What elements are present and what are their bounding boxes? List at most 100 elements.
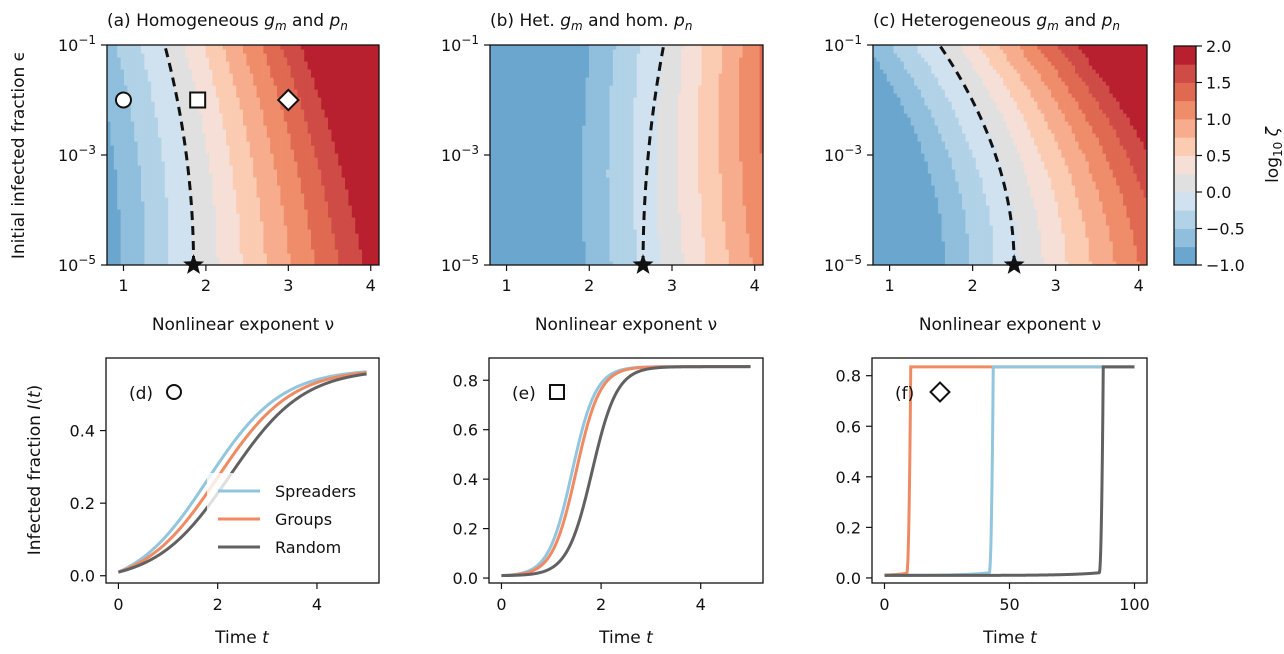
heatmap-cell — [127, 241, 131, 246]
heatmap-cell — [318, 77, 322, 82]
heatmap-cell — [599, 245, 603, 250]
heatmap-cell — [168, 157, 172, 162]
heatmap-cell — [185, 197, 189, 202]
heatmap-cell — [267, 221, 271, 226]
heatmap-cell — [352, 73, 356, 78]
heatmap-cell — [236, 181, 240, 186]
heatmap-cell — [352, 185, 356, 190]
heatmap-cell — [630, 257, 634, 262]
heatmap-cell — [219, 133, 223, 138]
heatmap-cell — [151, 257, 155, 262]
heatmap-cell — [151, 81, 155, 86]
heatmap-cell — [749, 237, 753, 242]
heatmap-cell — [168, 141, 172, 146]
heatmap-cell — [318, 169, 322, 174]
heatmap-cell — [335, 225, 339, 230]
heatmap-cell — [168, 101, 172, 106]
heatmap-cell — [301, 209, 305, 214]
heatmap-cell — [637, 241, 641, 246]
heatmap-cell — [538, 249, 542, 254]
heatmap-cell — [134, 57, 138, 62]
heatmap-cell — [185, 53, 189, 58]
heatmap-cell — [667, 245, 671, 250]
heatmap-cell — [524, 257, 528, 262]
heatmap-cell — [178, 145, 182, 150]
heatmap-cell — [284, 145, 288, 150]
heatmap-cell — [267, 69, 271, 74]
heatmap-cell — [246, 221, 250, 226]
heatmap-cell — [352, 197, 356, 202]
heatmap-cell — [318, 81, 322, 86]
heatmap-cell — [144, 153, 148, 158]
heatmap-cell — [284, 61, 288, 66]
heatmap-cell — [168, 193, 172, 198]
heatmap-cell — [284, 133, 288, 138]
heatmap-cell — [589, 245, 593, 250]
heatmap-cell — [753, 245, 757, 250]
heatmap-cell — [219, 197, 223, 202]
heatmap-cell — [369, 217, 373, 222]
heatmap-cell — [335, 61, 339, 66]
heatmap-cell — [335, 121, 339, 126]
heatmap-cell — [318, 177, 322, 182]
heatmap-cell — [369, 141, 373, 146]
heatmap-cell — [127, 113, 131, 118]
heatmap-cell — [705, 257, 709, 262]
heatmap-cell — [151, 149, 155, 154]
heatmap-cell — [654, 241, 658, 246]
heatmap-cell — [702, 249, 706, 254]
heatmap-cell — [500, 237, 504, 242]
heatmap-cell — [267, 45, 271, 50]
heatmap-cell — [681, 257, 685, 262]
heatmap-cell — [493, 237, 497, 242]
heatmap-cell — [284, 257, 288, 262]
heatmap-cell — [623, 241, 627, 246]
heatmap-cell — [185, 241, 189, 246]
heatmap-cell — [168, 121, 172, 126]
heatmap-cell — [134, 257, 138, 262]
heatmap-cell — [565, 245, 569, 250]
heatmap-cell — [212, 201, 216, 206]
heatmap-cell — [161, 117, 165, 122]
heatmap-cell — [732, 237, 736, 242]
heatmap-cell — [551, 253, 555, 258]
heatmap-cell — [599, 237, 603, 242]
heatmap-cell — [151, 193, 155, 198]
heatmap-cell — [335, 125, 339, 130]
heatmap-cell — [267, 137, 271, 142]
heatmap-cell — [369, 189, 373, 194]
heatmap-cell — [178, 161, 182, 166]
heatmap-cell — [352, 205, 356, 210]
heatmap-cell — [318, 49, 322, 54]
heatmap-cell — [202, 109, 206, 114]
heatmap-cell — [616, 245, 620, 250]
heatmap-cell — [246, 189, 250, 194]
heatmap-cell — [335, 173, 339, 178]
heatmap-cell — [151, 185, 155, 190]
heatmap-cell — [195, 161, 199, 166]
heatmap-cell — [246, 77, 250, 82]
heatmap-cell — [161, 213, 165, 218]
heatmap-cell — [178, 69, 182, 74]
heatmap-cell — [178, 97, 182, 102]
panel-a-xlabel: Nonlinear exponent ν — [152, 315, 334, 335]
heatmap-cell — [219, 93, 223, 98]
heatmap-cell — [202, 121, 206, 126]
heatmap-cell — [582, 245, 586, 250]
heatmap-cell — [318, 109, 322, 114]
heatmap-cell — [168, 189, 172, 194]
heatmap-cell — [500, 233, 504, 238]
heatmap-cell — [335, 249, 339, 254]
heatmap-cell — [318, 125, 322, 130]
heatmap-cell — [267, 109, 271, 114]
heatmap-cell — [246, 105, 250, 110]
heatmap-cell — [134, 105, 138, 110]
heatmap-cell — [212, 253, 216, 258]
heatmap-cell — [753, 253, 757, 258]
heatmap-cell — [236, 197, 240, 202]
heatmap-cell — [335, 57, 339, 62]
heatmap-cell — [236, 57, 240, 62]
heatmap-cell — [202, 169, 206, 174]
heatmap-cell — [678, 237, 682, 242]
heatmap-a — [107, 45, 380, 266]
